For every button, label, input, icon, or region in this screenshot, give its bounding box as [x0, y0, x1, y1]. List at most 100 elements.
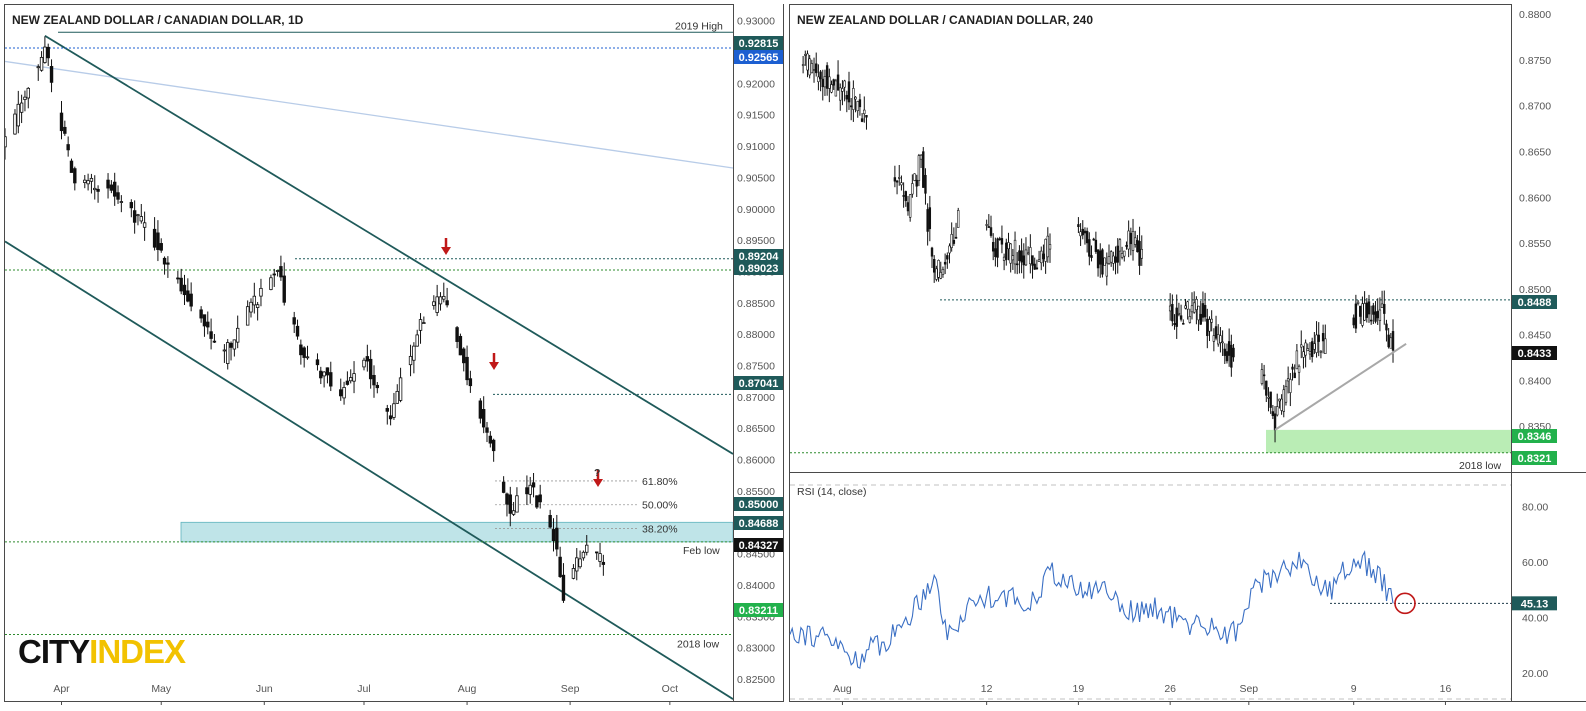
candle-body — [911, 183, 914, 195]
candle-body — [1131, 230, 1135, 251]
candle-body — [186, 290, 190, 302]
candle-body — [86, 180, 90, 185]
candle-body — [836, 74, 840, 91]
candle-body — [950, 234, 953, 248]
candle-body — [139, 216, 143, 222]
left-price-tag-0.84327: 0.84327 — [734, 538, 783, 552]
right-x-tick-label: 26 — [1164, 683, 1176, 695]
right-x-tick-label: Sep — [1239, 683, 1258, 695]
candle-body — [1046, 235, 1050, 258]
candle-body — [1013, 239, 1017, 265]
right-price-tag-box — [1512, 451, 1557, 465]
candle-body — [946, 255, 949, 260]
candle-body — [898, 177, 901, 179]
candle-body — [1361, 303, 1364, 326]
left-price-tag-0.92815: 0.92815 — [734, 36, 783, 50]
candle-body — [392, 403, 396, 418]
left-candles — [5, 36, 606, 603]
candle-body — [388, 415, 393, 420]
candle-body — [176, 277, 180, 280]
candle-body — [1276, 406, 1279, 416]
candle-body — [1206, 318, 1209, 336]
right-time-axis[interactable]: Aug 12 19 26 Sep 9 16 — [833, 683, 1451, 705]
candle-body — [372, 374, 376, 386]
candle-body — [49, 66, 54, 83]
candle-body — [1005, 242, 1008, 260]
candle-body — [1280, 398, 1283, 411]
candle-body — [819, 71, 822, 80]
candle-body — [132, 210, 137, 223]
candle-body — [1024, 249, 1028, 266]
candle-body — [1175, 307, 1178, 327]
candle-body — [893, 177, 897, 182]
candle-body — [1103, 257, 1106, 266]
candle-body — [129, 202, 134, 209]
candle-body — [908, 194, 912, 218]
candle-body — [362, 359, 366, 368]
candle-body — [345, 380, 350, 385]
candle-body — [412, 345, 416, 361]
candle-body — [865, 115, 868, 118]
candle-body — [1127, 230, 1130, 250]
candle-body — [501, 481, 506, 493]
rsi-value-tag-label: 45.13 — [1521, 598, 1549, 610]
rsi-value-tag: 45.13 — [1512, 596, 1557, 611]
right-price-tag-label: 0.8433 — [1518, 348, 1552, 360]
rsi-y-tick-label: 80.00 — [1522, 501, 1548, 513]
candle-body — [915, 179, 918, 187]
candle-body — [825, 65, 829, 89]
left-price-tag-label: 0.83211 — [739, 605, 778, 617]
candle-body — [906, 202, 910, 212]
candle-body — [282, 275, 286, 303]
candle-body — [998, 238, 1001, 240]
candle-body — [202, 314, 207, 327]
candle-body — [1079, 231, 1082, 237]
candle-body — [1088, 239, 1091, 257]
right-chart-title: NEW ZEALAND DOLLAR / CANADIAN DOLLAR, 24… — [797, 13, 1093, 27]
candle-body — [1354, 303, 1358, 329]
rsi-y-tick-label: 20.00 — [1522, 668, 1548, 680]
candle-body — [1225, 351, 1229, 362]
left-chart-panel[interactable]: 2019 High Feb low 2018 low 61.80% 50.00% 38.2… — [4, 4, 784, 705]
candle-body — [1094, 239, 1098, 252]
left-chart-layer: 2019 High Feb low 2018 low 61.80% 50.00% 38.2… — [5, 20, 733, 700]
candle-body — [1035, 267, 1039, 270]
candle-body — [109, 184, 114, 191]
left-y-tick-label: 0.90000 — [737, 204, 775, 216]
candle-body — [1048, 244, 1052, 250]
annotation-fib-61.8: 61.80% — [642, 476, 678, 488]
faint-trendline — [5, 60, 733, 169]
right-price-axis[interactable]: 0.8800 0.8750 0.8700 0.8650 0.8600 0.8550 0.85… — [1519, 9, 1551, 433]
candle-body — [815, 63, 818, 74]
candle-body — [59, 112, 64, 132]
candle-body — [156, 232, 160, 250]
left-price-tag-box — [734, 36, 783, 50]
candle-body — [571, 568, 576, 579]
candle-body — [948, 245, 951, 254]
left-price-tag-label: 0.92815 — [739, 38, 779, 50]
candle-body — [1188, 316, 1192, 323]
candle-body — [528, 484, 532, 495]
candle-body — [292, 317, 296, 325]
left-price-tag-box — [734, 516, 783, 530]
candle-body — [1009, 243, 1012, 264]
left-plot-area — [5, 31, 733, 700]
candle-body — [275, 270, 280, 272]
candle-body — [1000, 238, 1004, 245]
candle-body — [1383, 304, 1386, 314]
candle-body — [83, 179, 87, 183]
rsi-axis[interactable]: 80.00 60.00 40.00 20.00 45.13 — [1512, 501, 1557, 680]
candle-body — [422, 322, 426, 324]
candle-body — [1315, 334, 1318, 353]
candle-body — [849, 105, 853, 108]
candle-body — [349, 377, 353, 382]
right-chart-panel[interactable]: 2018 low NEW ZEALAND DOLLAR / CANADIAN D… — [789, 4, 1586, 706]
left-time-axis[interactable]: Apr May Jun Jul Aug Sep Oct — [53, 683, 678, 705]
right-price-tag-label: 0.8346 — [1518, 431, 1552, 443]
right-price-tag-box — [1512, 346, 1557, 360]
candle-body — [1391, 331, 1395, 351]
left-x-tick-label: Oct — [662, 683, 678, 695]
rsi-highlight-circle — [1394, 592, 1416, 615]
